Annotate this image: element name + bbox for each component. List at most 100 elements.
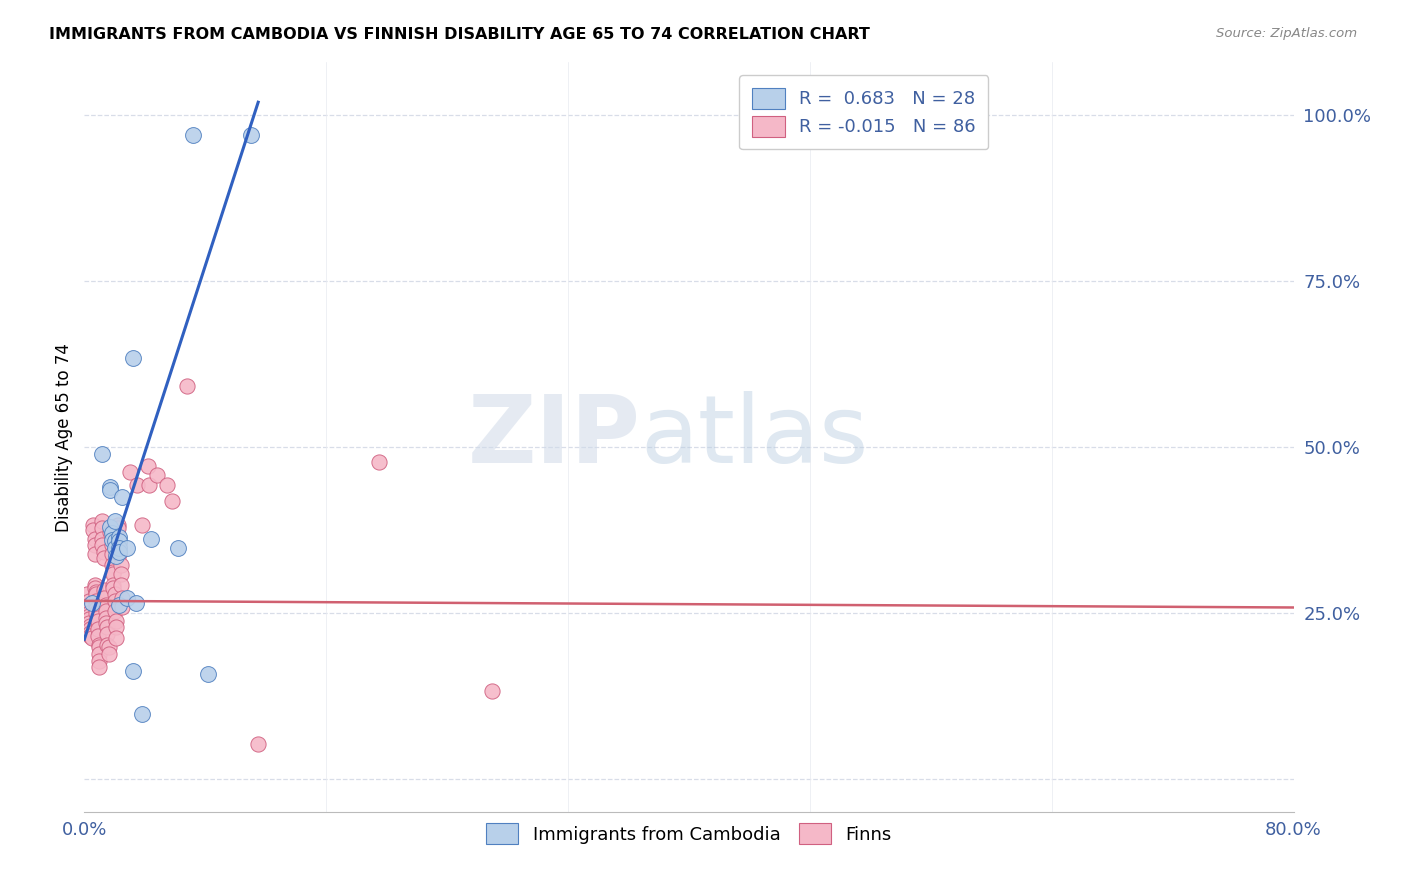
Point <box>77 612 100 626</box>
Point <box>93 545 115 559</box>
Point <box>110 567 132 582</box>
Point <box>80 596 103 610</box>
Point <box>96 627 118 641</box>
Point <box>101 581 124 595</box>
Point <box>77 594 100 608</box>
Point <box>91 514 114 528</box>
Point <box>94 605 117 619</box>
Point <box>89 654 111 668</box>
Point <box>111 490 134 504</box>
Point <box>87 623 110 637</box>
Point <box>84 578 107 592</box>
Point <box>98 483 121 497</box>
Point <box>79 623 101 637</box>
Point <box>481 684 503 698</box>
Point <box>101 578 124 592</box>
Point <box>108 534 131 549</box>
Point <box>79 625 101 640</box>
Point <box>115 541 138 555</box>
Point <box>94 598 117 612</box>
Point <box>86 606 108 620</box>
Point <box>108 530 131 544</box>
Point <box>167 541 190 555</box>
Point <box>96 620 118 634</box>
Point <box>108 541 131 555</box>
Point <box>105 614 128 628</box>
Point <box>107 521 129 535</box>
Y-axis label: Disability Age 65 to 74: Disability Age 65 to 74 <box>55 343 73 532</box>
Point <box>87 611 110 625</box>
Point <box>94 615 117 630</box>
Point <box>101 567 124 582</box>
Point <box>77 602 100 616</box>
Point <box>104 587 127 601</box>
Point <box>105 549 128 564</box>
Point <box>239 128 262 143</box>
Point <box>111 591 134 606</box>
Point <box>77 615 100 630</box>
Legend: Immigrants from Cambodia, Finns: Immigrants from Cambodia, Finns <box>479 816 898 851</box>
Point <box>84 548 107 562</box>
Point <box>110 558 132 572</box>
Point <box>105 631 128 645</box>
Point <box>136 458 159 473</box>
Point <box>160 494 183 508</box>
Point <box>100 526 122 541</box>
Point <box>91 521 114 535</box>
Point <box>110 578 132 592</box>
Point <box>247 737 270 751</box>
Point <box>97 647 120 661</box>
Point <box>84 581 107 595</box>
Point <box>108 598 131 612</box>
Point <box>125 596 148 610</box>
Point <box>131 518 153 533</box>
Point <box>91 538 114 552</box>
Point <box>89 638 111 652</box>
Point <box>77 598 100 612</box>
Point <box>87 614 110 628</box>
Point <box>197 666 219 681</box>
Point <box>93 591 115 606</box>
Point <box>89 647 111 661</box>
Text: Source: ZipAtlas.com: Source: ZipAtlas.com <box>1216 27 1357 40</box>
Point <box>77 609 100 624</box>
Point <box>86 587 108 601</box>
Point <box>181 128 204 143</box>
Point <box>86 594 108 608</box>
Point <box>93 582 115 597</box>
Point <box>104 514 127 528</box>
Point <box>108 545 131 559</box>
Point <box>89 660 111 674</box>
Point <box>107 518 129 533</box>
Point <box>93 551 115 566</box>
Point <box>82 518 104 533</box>
Point <box>91 532 114 546</box>
Point <box>104 541 127 555</box>
Point <box>86 598 108 612</box>
Point <box>80 631 103 645</box>
Point <box>98 519 121 533</box>
Text: IMMIGRANTS FROM CAMBODIA VS FINNISH DISABILITY AGE 65 TO 74 CORRELATION CHART: IMMIGRANTS FROM CAMBODIA VS FINNISH DISA… <box>49 27 870 42</box>
Point <box>82 523 104 537</box>
Point <box>79 629 101 643</box>
Point <box>121 664 143 678</box>
Point <box>86 602 108 616</box>
Point <box>176 379 198 393</box>
Point <box>105 620 128 634</box>
Point <box>108 548 131 562</box>
Point <box>89 640 111 655</box>
Point <box>104 594 127 608</box>
Point <box>96 638 118 652</box>
Point <box>100 548 122 562</box>
Point <box>84 532 107 546</box>
Point <box>94 611 117 625</box>
Point <box>121 351 143 365</box>
Point <box>98 524 121 539</box>
Point <box>156 478 179 492</box>
Point <box>104 605 127 619</box>
Point <box>76 587 98 601</box>
Point <box>79 619 101 633</box>
Point <box>138 478 160 492</box>
Text: ZIP: ZIP <box>468 391 641 483</box>
Text: atlas: atlas <box>641 391 869 483</box>
